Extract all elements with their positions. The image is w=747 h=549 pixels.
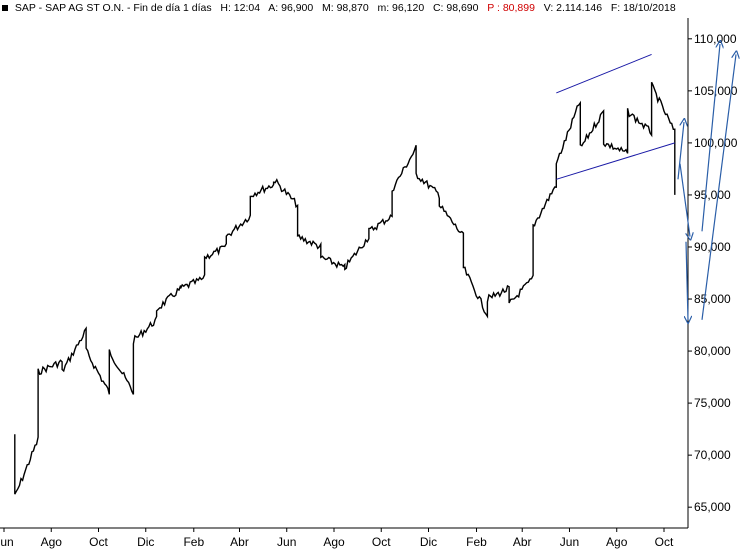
y-tick-label: 70,000 (694, 448, 731, 462)
header-date: F: 18/10/2018 (610, 2, 676, 14)
y-tick-label: 75,000 (694, 396, 731, 410)
x-tick-label: Jun (560, 535, 579, 549)
x-tick-label: Ago (41, 535, 63, 549)
header-symbol: SAP - SAP AG ST O.N. (14, 2, 125, 14)
projection-arrow (701, 54, 736, 320)
header-period: Fin de día 1 días (133, 2, 212, 14)
price-line (14, 81, 676, 495)
annotations (556, 44, 736, 320)
x-tick-label: Abr (513, 535, 532, 549)
channel-line (556, 53, 652, 94)
header-volume: V: 2.114.146 (543, 2, 603, 14)
x-tick-label: Oct (89, 535, 108, 549)
price-series (14, 81, 676, 495)
header-close: C: 98,690 (432, 2, 479, 14)
projection-arrow (677, 122, 684, 180)
x-tick-label: Feb (183, 535, 204, 549)
header-high: H: 12:04 (220, 2, 261, 14)
projection-arrow (701, 44, 720, 232)
header-p-value: P : 80,899 (487, 2, 535, 14)
projection-arrow (679, 163, 690, 237)
y-tick-label: 65,000 (694, 500, 731, 514)
header-min: m: 96,120 (377, 2, 425, 14)
x-tick-label: Oct (372, 535, 391, 549)
x-tick-label: Dic (137, 535, 154, 549)
channel-line (556, 142, 675, 180)
x-tick-label: Dic (420, 535, 437, 549)
y-tick-label: 80,000 (694, 344, 731, 358)
y-tick-label: 90,000 (694, 240, 731, 254)
header-open: A: 96,900 (268, 2, 314, 14)
y-tick-label: 100,000 (694, 136, 738, 150)
x-tick-label: Jun (0, 535, 14, 549)
chart-header: SAP - SAP AG ST O.N. - Fin de día 1 días… (0, 0, 690, 16)
x-tick-label: Ago (606, 535, 628, 549)
header-max: M: 98,870 (322, 2, 369, 14)
x-tick-label: Ago (323, 535, 345, 549)
x-tick-label: Abr (230, 535, 249, 549)
x-tick-label: Jun (277, 535, 296, 549)
series-marker-icon (2, 4, 8, 11)
projection-arrow (686, 241, 688, 320)
y-tick-label: 85,000 (694, 292, 731, 306)
y-tick-label: 95,000 (694, 188, 731, 202)
x-tick-label: Feb (466, 535, 487, 549)
axes: 65,000 70,000 75,000 80,000 85,000 90,000 95,0… (0, 18, 738, 549)
y-tick-label: 110,000 (694, 32, 737, 46)
x-tick-label: Oct (655, 535, 674, 549)
